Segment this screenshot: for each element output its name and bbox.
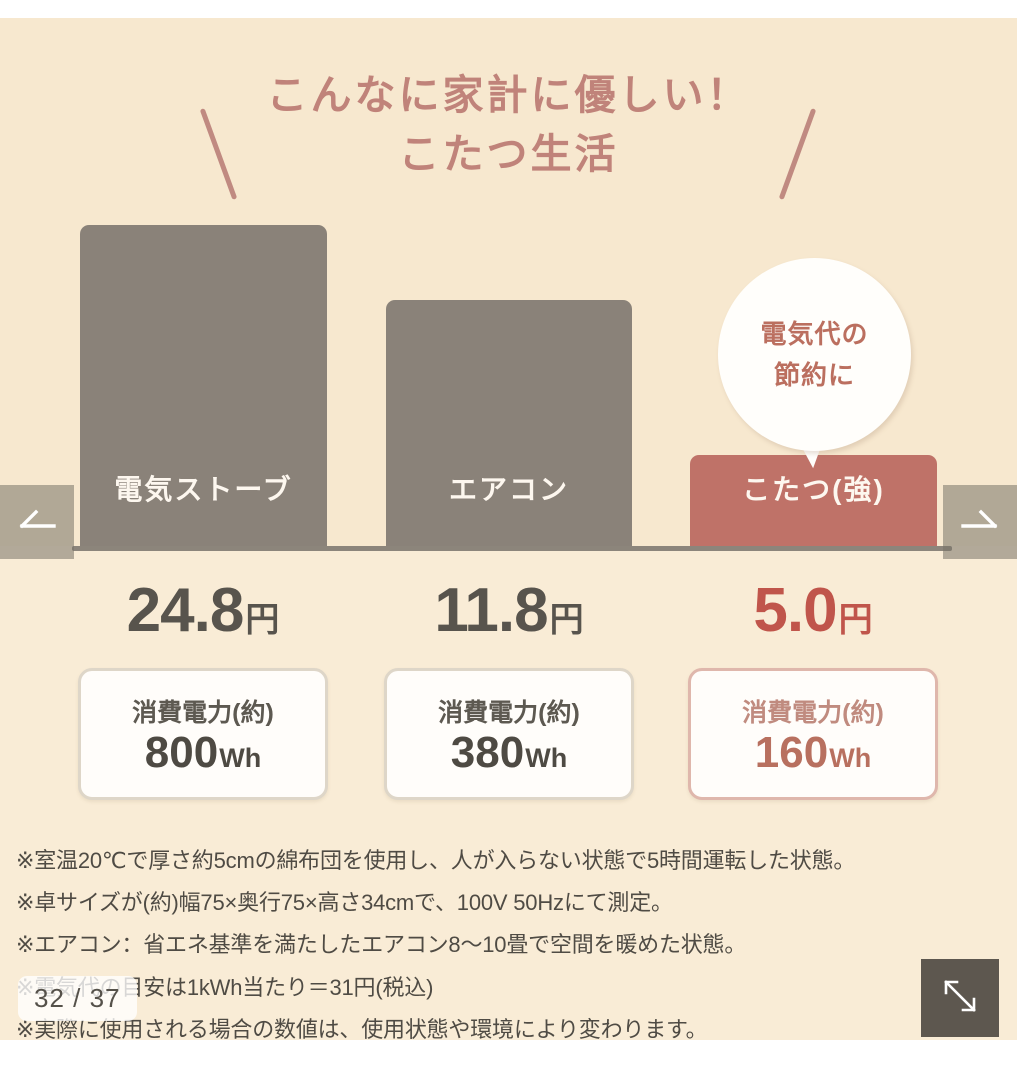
bar-electric-stove: 電気ストーブ bbox=[80, 225, 327, 546]
price-unit: 円 bbox=[838, 601, 873, 639]
bar-label: こたつ(強) bbox=[742, 474, 885, 505]
power-card-air-conditioner: 消費電力(約) 380Wh bbox=[384, 668, 634, 800]
bar-label: 電気ストーブ bbox=[114, 474, 293, 505]
price-value: 5.0 bbox=[753, 576, 837, 645]
fullscreen-button[interactable] bbox=[921, 959, 999, 1037]
footnote-line: ※エアコン：省エネ基準を満たしたエアコン8〜10畳で空間を暖めた状態。 bbox=[16, 932, 747, 958]
price-value: 24.8 bbox=[126, 576, 245, 645]
prev-slide-button[interactable] bbox=[0, 485, 74, 559]
power-value-number: 160 bbox=[754, 728, 829, 777]
price-electric-stove: 24.8円 bbox=[73, 580, 333, 642]
speech-bubble-text: 電気代の 節約に bbox=[760, 319, 869, 390]
price-unit: 円 bbox=[245, 601, 280, 639]
speech-bubble: 電気代の 節約に bbox=[718, 258, 911, 451]
price-value: 11.8 bbox=[434, 576, 548, 645]
chart-baseline bbox=[72, 546, 952, 551]
bar-label: エアコン bbox=[448, 474, 569, 505]
footnote-line: ※実際に使用される場合の数値は、使用状態や環境により変わります。 bbox=[16, 1016, 708, 1040]
arrow-right-icon bbox=[957, 504, 1003, 540]
power-value-unit: Wh bbox=[525, 743, 568, 773]
price-unit: 円 bbox=[549, 601, 584, 639]
footnotes: ※室温20℃で厚さ約5cmの綿布団を使用し、人が入らない状態で5時間運転した状態… bbox=[16, 840, 1006, 1040]
power-value-unit: Wh bbox=[829, 743, 872, 773]
arrow-left-icon bbox=[14, 504, 60, 540]
power-value-unit: Wh bbox=[219, 743, 262, 773]
power-value-number: 380 bbox=[450, 728, 525, 777]
slide-image[interactable]: こんなに家計に優しい！ こたつ生活 電気ストーブ エアコン こたつ(強) 電気代… bbox=[0, 18, 1017, 1040]
footnote-line: ※卓サイズが(約)幅75×奥行75×高さ34cmで、100V 50Hzにて測定。 bbox=[16, 890, 673, 916]
bar-kotatsu-high: こたつ(強) bbox=[690, 455, 937, 546]
power-card-title: 消費電力(約) bbox=[438, 699, 580, 727]
next-slide-button[interactable] bbox=[943, 485, 1017, 559]
power-value-number: 800 bbox=[144, 728, 219, 777]
power-card-title: 消費電力(約) bbox=[132, 699, 274, 727]
power-card-kotatsu-high: 消費電力(約) 160Wh bbox=[688, 668, 938, 800]
page-title: こんなに家計に優しい！ こたつ生活 bbox=[266, 72, 751, 178]
power-card-electric-stove: 消費電力(約) 800Wh bbox=[78, 668, 328, 800]
price-kotatsu-high: 5.0円 bbox=[683, 580, 943, 642]
bar-chart: 電気ストーブ エアコン こたつ(強) 電気代の 節約に 24.8円 11.8円 bbox=[0, 18, 1017, 1040]
page-indicator: 32 / 37 bbox=[18, 976, 137, 1021]
power-card-value: 160Wh bbox=[755, 731, 871, 775]
bar-air-conditioner: エアコン bbox=[386, 300, 632, 546]
price-air-conditioner: 11.8円 bbox=[379, 580, 639, 642]
power-card-value: 380Wh bbox=[451, 731, 567, 775]
expand-diagonal-icon bbox=[937, 973, 983, 1024]
power-card-value: 800Wh bbox=[145, 731, 261, 775]
footnote-line: ※室温20℃で厚さ約5cmの綿布団を使用し、人が入らない状態で5時間運転した状態… bbox=[16, 848, 856, 873]
footnote-line: ※電気代の目安は1kWh当たり＝31円(税込) bbox=[16, 974, 434, 1000]
power-card-title: 消費電力(約) bbox=[742, 699, 884, 727]
